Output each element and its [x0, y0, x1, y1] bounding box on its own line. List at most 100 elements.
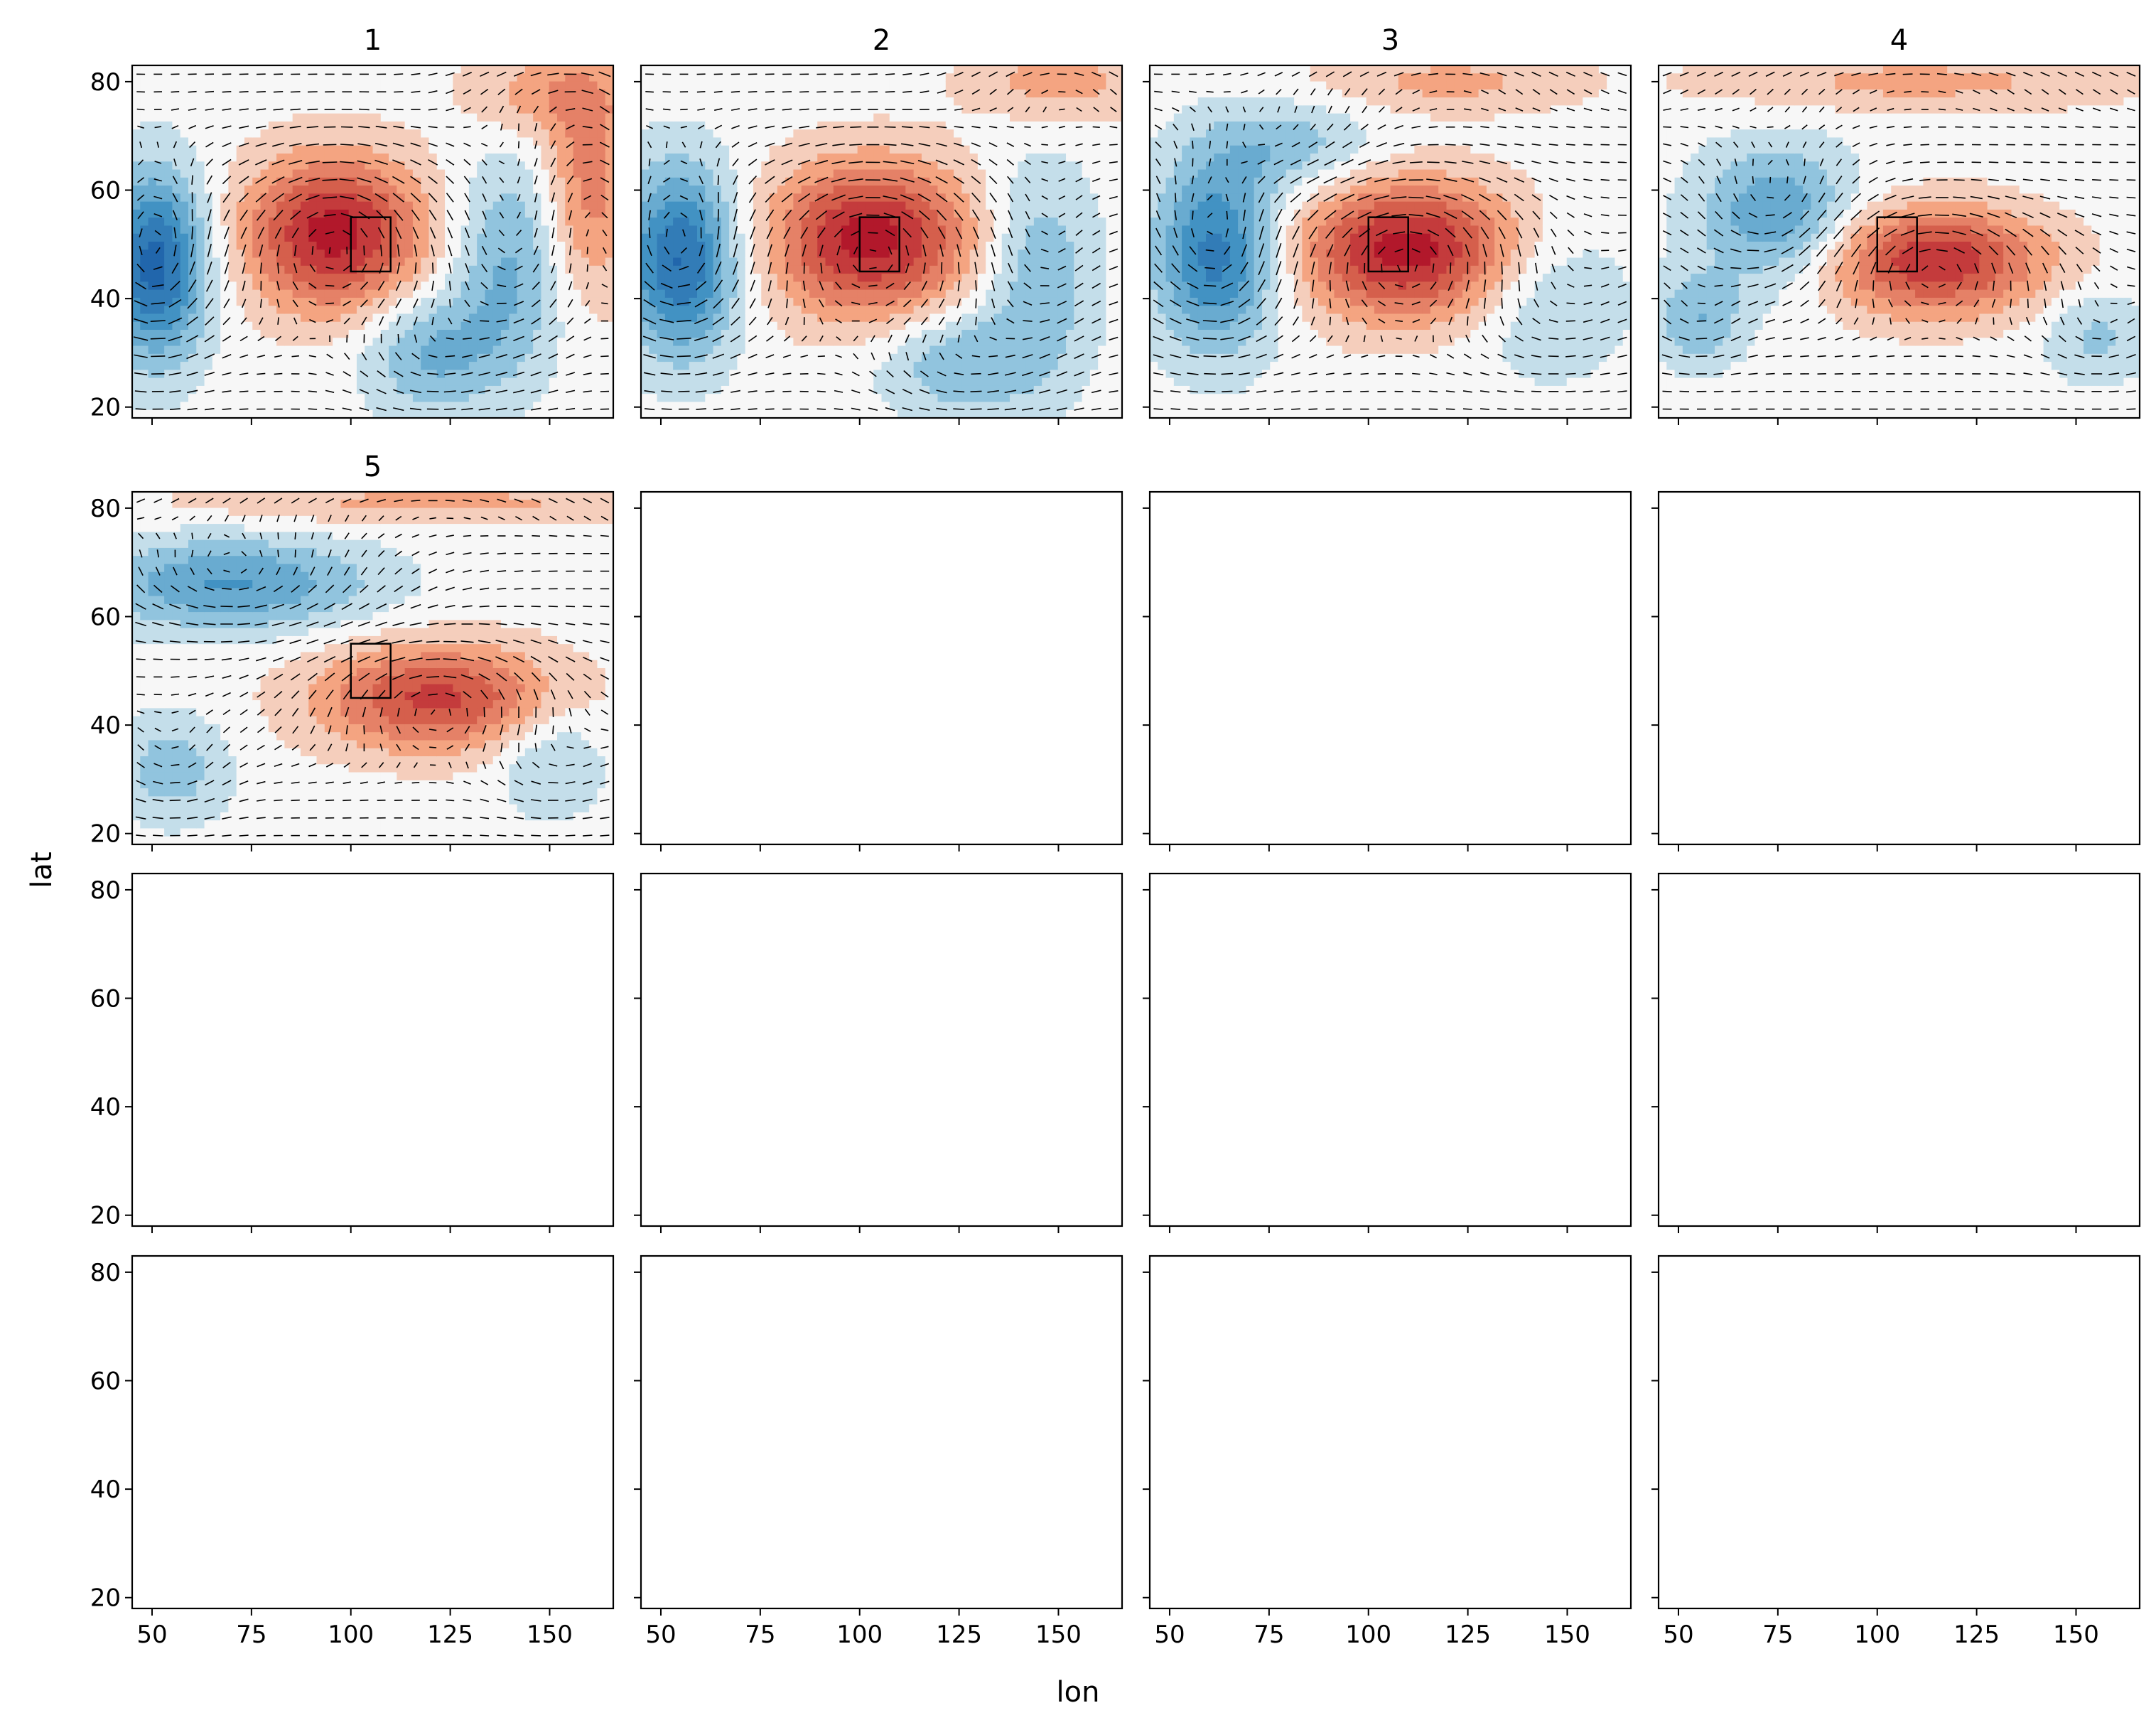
field-cell	[308, 121, 318, 130]
field-cell	[817, 385, 826, 394]
field-cell	[228, 385, 237, 394]
field-cell	[397, 97, 406, 106]
wind-arrow	[311, 246, 314, 255]
field-cell	[220, 377, 229, 387]
field-cell	[333, 137, 341, 146]
field-cell	[673, 242, 682, 250]
field-cell	[929, 281, 939, 291]
wind-arrow	[461, 372, 473, 376]
field-cell	[557, 257, 566, 267]
field-cell	[745, 394, 754, 403]
field-cell	[705, 89, 714, 98]
field-cell	[705, 105, 714, 114]
field-cell	[276, 306, 285, 315]
field-cell	[865, 209, 874, 218]
field-cell	[573, 353, 582, 362]
field-cell	[453, 362, 462, 370]
field-cell	[140, 113, 149, 122]
field-cell	[397, 330, 406, 338]
field-cell	[180, 121, 189, 130]
field-cell	[156, 81, 165, 90]
field-cell	[913, 385, 922, 394]
field-cell	[517, 225, 526, 235]
field-cell	[148, 265, 157, 274]
field-cell	[268, 233, 277, 242]
field-cell	[348, 129, 357, 139]
field-cell	[453, 161, 462, 171]
field-cell	[673, 97, 682, 106]
field-cell	[921, 154, 930, 162]
field-cell	[721, 225, 730, 235]
field-cell	[689, 169, 698, 178]
wind-arrow	[291, 227, 299, 239]
field-cell	[673, 394, 682, 403]
field-cell	[380, 169, 389, 178]
field-cell	[308, 409, 318, 418]
field-cell	[533, 257, 542, 267]
field-cell	[365, 137, 374, 146]
field-cell	[212, 409, 221, 418]
field-cell	[524, 370, 534, 379]
wind-arrow	[134, 354, 148, 358]
field-cell	[761, 233, 770, 242]
field-cell	[833, 89, 842, 98]
field-cell	[196, 193, 205, 203]
field-cell	[857, 274, 866, 282]
wind-arrow	[306, 211, 319, 219]
field-cell	[492, 385, 502, 394]
field-cell	[825, 297, 834, 306]
field-cell	[913, 186, 922, 194]
field-cell	[833, 362, 842, 370]
wind-arrow	[530, 371, 541, 377]
field-cell	[412, 345, 421, 355]
field-cell	[453, 289, 462, 299]
field-cell	[533, 97, 542, 106]
field-cell	[737, 225, 746, 235]
field-cell	[260, 217, 269, 227]
field-cell	[436, 377, 446, 387]
field-cell	[348, 377, 357, 387]
field-cell	[164, 274, 173, 282]
field-cell	[737, 409, 746, 418]
wind-arrow	[463, 89, 472, 95]
field-cell	[276, 65, 285, 74]
field-cell	[649, 113, 658, 122]
field-cell	[453, 233, 462, 242]
field-cell	[557, 233, 566, 242]
field-cell	[276, 201, 285, 210]
field-cell	[365, 161, 374, 171]
wind-arrow	[190, 243, 195, 257]
wind-arrow	[498, 230, 505, 237]
field-cell	[817, 377, 826, 387]
wind-arrow	[309, 318, 316, 323]
field-cell	[769, 81, 778, 90]
field-cell	[753, 370, 762, 379]
field-cell	[913, 353, 922, 362]
field-cell	[244, 201, 253, 210]
field-cell	[492, 265, 502, 274]
field-cell	[841, 297, 850, 306]
wind-arrow	[359, 407, 370, 412]
field-cell	[785, 249, 794, 259]
field-cell	[485, 154, 494, 162]
field-cell	[817, 217, 826, 227]
field-cell	[954, 394, 962, 403]
field-cell	[681, 97, 690, 106]
field-cell	[356, 145, 365, 154]
wind-arrow	[497, 88, 506, 95]
field-cell	[485, 121, 494, 130]
field-cell	[236, 385, 245, 394]
field-cell	[589, 97, 598, 106]
field-cell	[436, 186, 446, 194]
wind-arrow	[566, 141, 575, 149]
field-cell	[873, 113, 883, 122]
field-cell	[276, 321, 285, 331]
field-cell	[945, 281, 954, 291]
field-cell	[913, 345, 922, 355]
field-cell	[793, 330, 802, 338]
field-cell	[268, 217, 277, 227]
field-cell	[356, 177, 365, 186]
field-cell	[898, 201, 906, 210]
field-cell	[228, 97, 237, 106]
field-cell	[801, 217, 810, 227]
